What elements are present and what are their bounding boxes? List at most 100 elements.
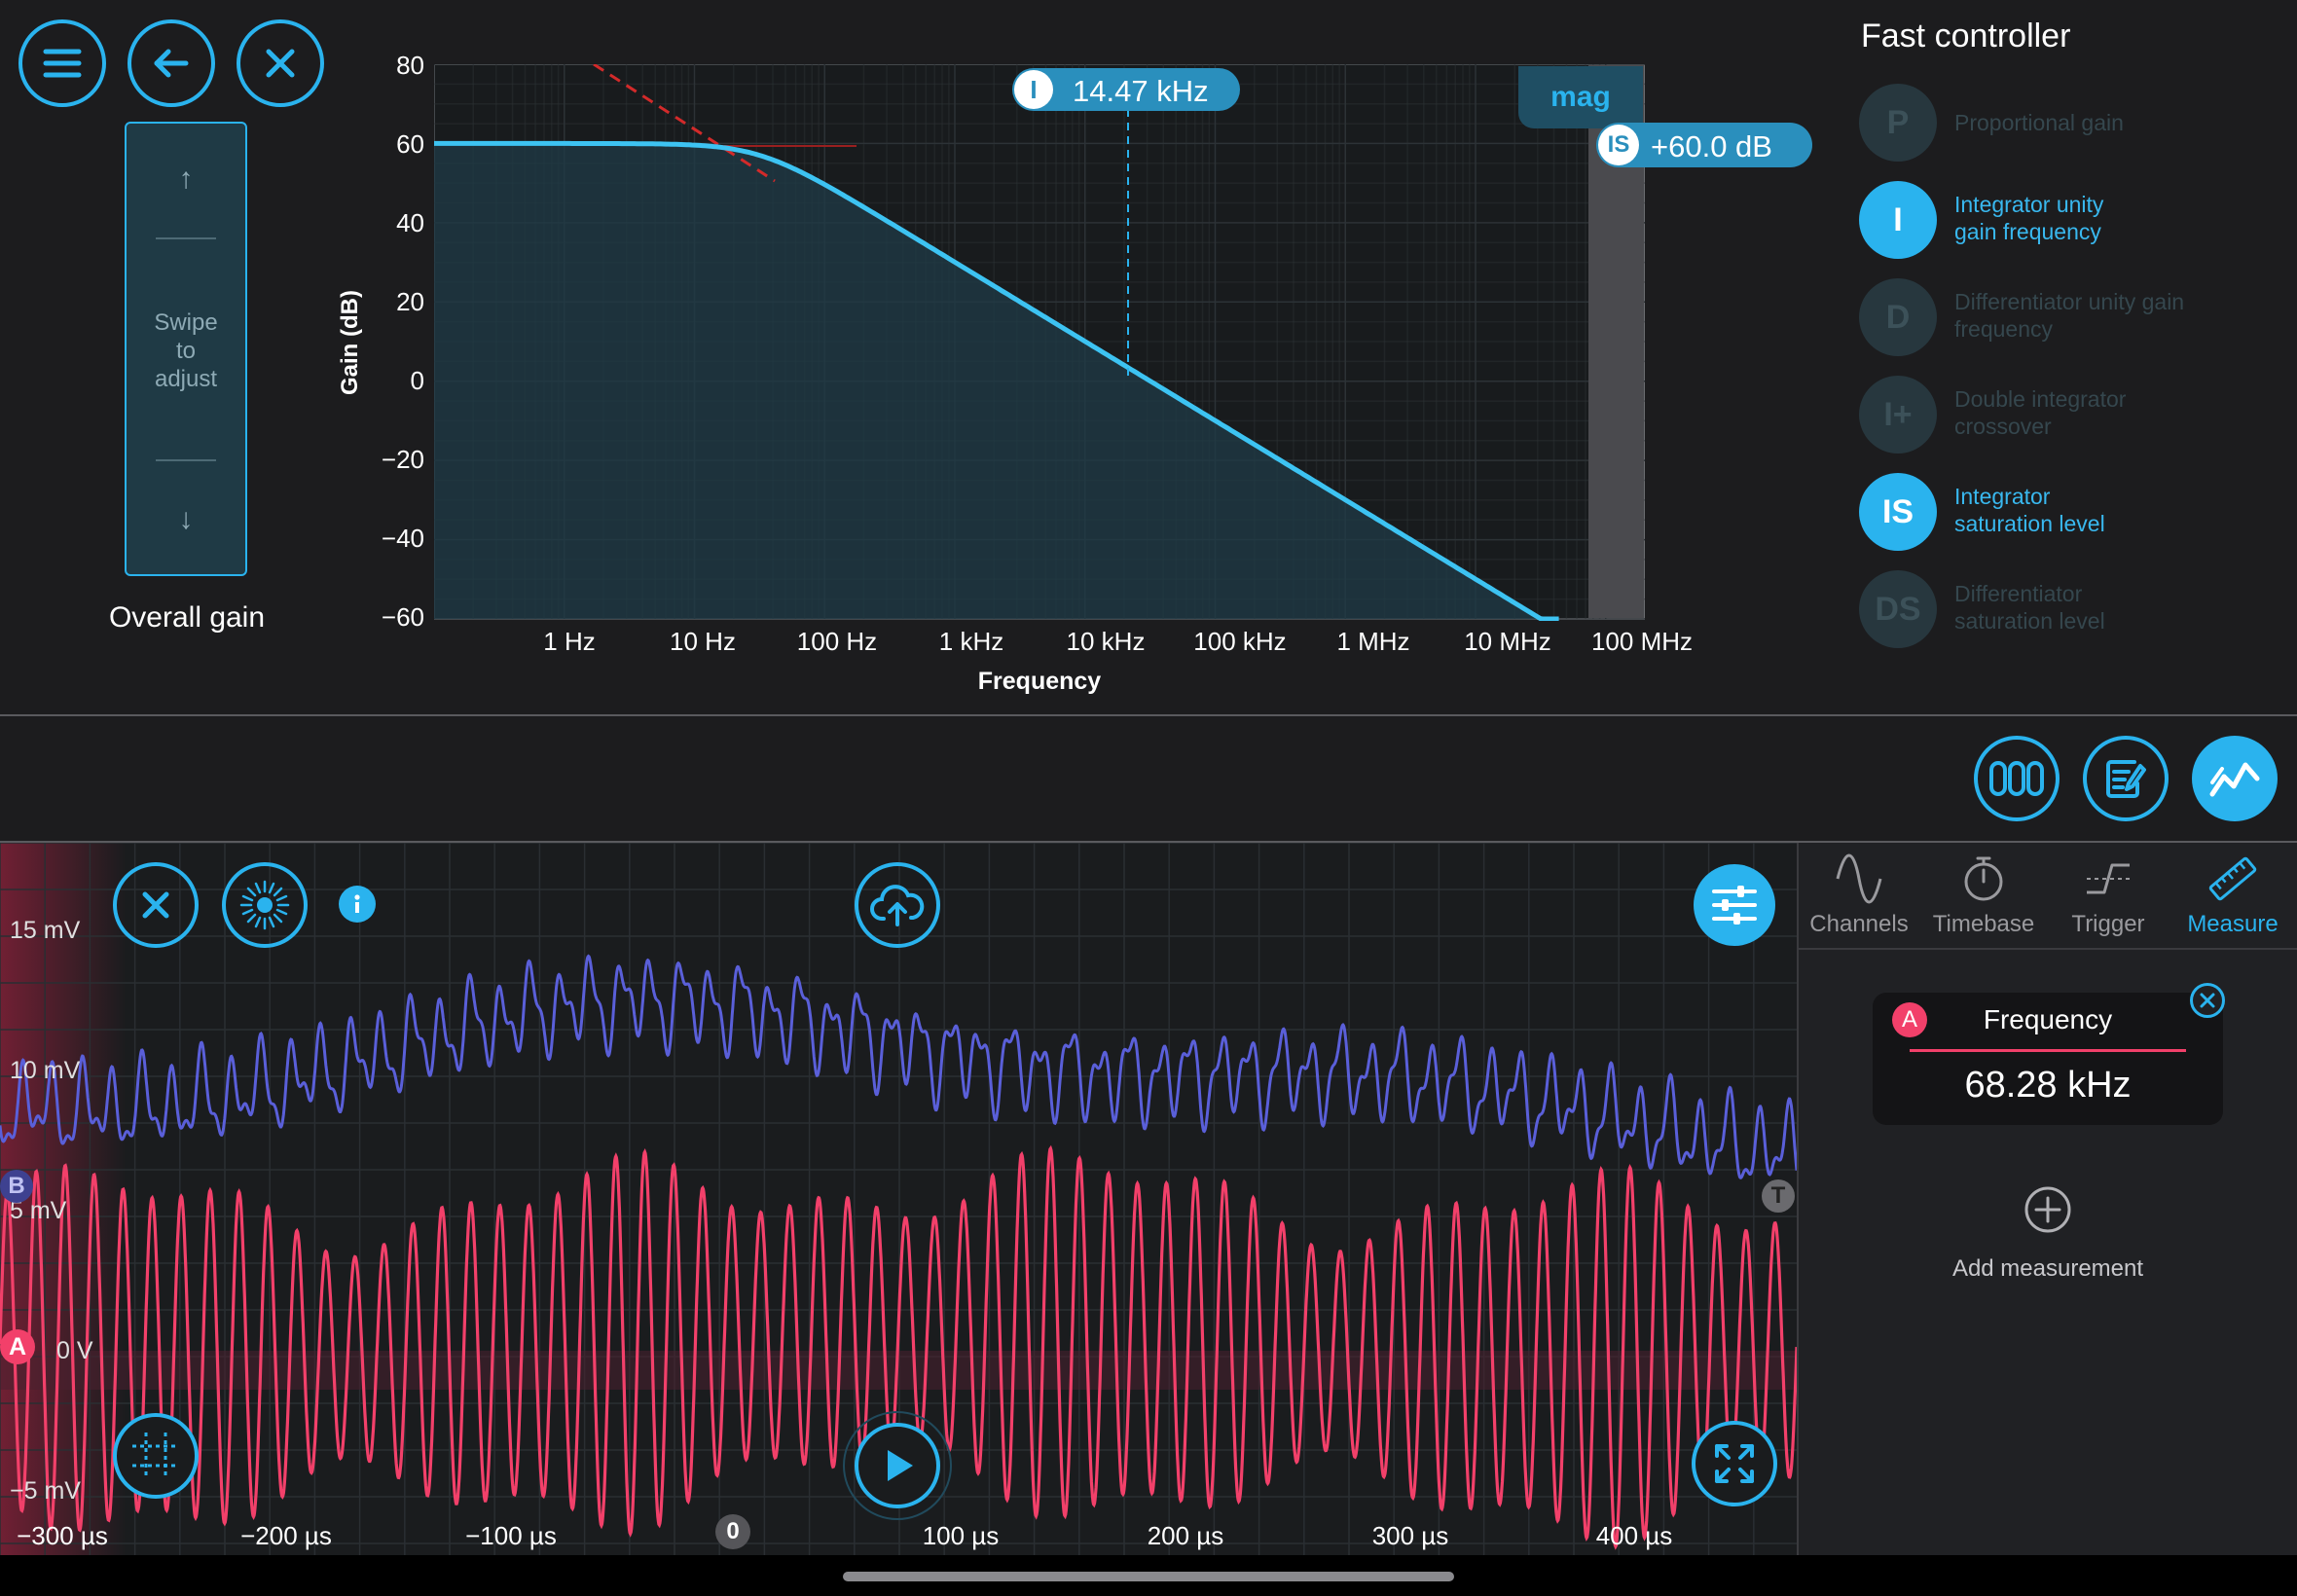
crosshair-grid-icon xyxy=(132,1433,179,1479)
y-tick: −20 xyxy=(381,445,424,474)
down-arrow-icon: ↓ xyxy=(178,503,194,535)
x-tick: 10 MHz xyxy=(1464,627,1551,656)
osc-x-tick: −100 µs xyxy=(465,1521,557,1550)
remove-measurement-button[interactable] xyxy=(2190,983,2225,1018)
three-panel-icon xyxy=(1989,761,2044,796)
upload-button[interactable] xyxy=(855,862,940,948)
controller-item-badge: P xyxy=(1859,84,1937,162)
time-zero-marker[interactable]: 0 xyxy=(715,1514,750,1549)
tab-trigger[interactable]: Trigger xyxy=(2046,847,2170,952)
integrator-marker-value: 14.47 kHz xyxy=(1073,74,1209,108)
controller-item-double-integrator[interactable]: I+ Double integrator crossover xyxy=(1859,376,2287,457)
controller-item-badge: D xyxy=(1859,278,1937,356)
chart-view-button[interactable] xyxy=(2192,736,2278,821)
osc-x-tick: 200 µs xyxy=(1147,1521,1224,1550)
y-tick: 60 xyxy=(396,129,424,159)
controller-item-badge: DS xyxy=(1859,570,1937,648)
line-chart-icon xyxy=(2209,762,2260,797)
osc-x-tick: −200 µs xyxy=(240,1521,332,1550)
controller-item-differentiator[interactable]: D Differentiator unity gain frequency xyxy=(1859,278,2287,360)
saturation-marker-badge: IS xyxy=(1598,125,1639,165)
controller-item-badge: IS xyxy=(1859,473,1937,551)
slider-divider-top xyxy=(156,237,216,239)
cursor-grid-button[interactable] xyxy=(113,1413,199,1499)
source-button[interactable] xyxy=(222,862,308,948)
x-tick: 10 Hz xyxy=(670,627,736,656)
cloud-upload-icon xyxy=(870,885,925,926)
info-button[interactable] xyxy=(339,886,376,923)
trigger-marker[interactable]: T xyxy=(1762,1179,1795,1213)
controller-item-badge: I xyxy=(1859,181,1937,259)
integrator-marker-badge: I xyxy=(1014,70,1053,109)
x-tick: 1 MHz xyxy=(1336,627,1410,656)
controller-panel: ↑ Swipe to adjust ↓ Overall gain Gain (d… xyxy=(0,0,2297,714)
y-tick: 80 xyxy=(396,51,424,80)
y-tick: −60 xyxy=(381,602,424,632)
saturation-marker[interactable]: IS +60.0 dB xyxy=(1596,123,1812,167)
close-icon xyxy=(142,891,169,919)
oscilloscope-view[interactable]: 15 mV 10 mV 5 mV 0 V −5 mV B A T xyxy=(0,843,1797,1555)
tab-label: Timebase xyxy=(1932,911,2035,937)
menu-button[interactable] xyxy=(18,19,106,107)
starburst-icon xyxy=(239,880,290,930)
x-tick: 100 MHz xyxy=(1590,627,1694,656)
controller-item-label: Differentiator saturation level xyxy=(1954,581,2105,634)
ruler-icon xyxy=(2208,856,2257,901)
channel-b-marker[interactable]: B xyxy=(0,1170,33,1203)
settings-sliders-button[interactable] xyxy=(1694,864,1775,946)
sliders-icon xyxy=(1712,886,1757,925)
stopwatch-icon xyxy=(1964,856,2003,901)
controller-item-proportional[interactable]: P Proportional gain xyxy=(1859,84,2287,165)
controller-item-integrator[interactable]: I Integrator unity gain frequency xyxy=(1859,181,2287,263)
run-stop-button[interactable] xyxy=(855,1423,940,1508)
notes-button[interactable] xyxy=(2083,736,2169,821)
channel-a-marker[interactable]: A xyxy=(0,1329,35,1364)
osc-x-tick: 100 µs xyxy=(922,1521,1000,1550)
run-button-halo xyxy=(843,1411,952,1520)
channel-b-trace xyxy=(0,954,1797,1179)
x-tick: 10 kHz xyxy=(1066,627,1146,656)
tab-measure[interactable]: Measure xyxy=(2170,847,2295,952)
x-tick: 1 Hz xyxy=(543,627,596,656)
tab-timebase[interactable]: Timebase xyxy=(1921,847,2046,952)
home-indicator[interactable] xyxy=(843,1572,1454,1581)
y-tick: −40 xyxy=(381,524,424,553)
integrator-marker[interactable]: I 14.47 kHz xyxy=(1012,68,1240,111)
controller-item-badge: I+ xyxy=(1859,376,1937,453)
add-measurement-label: Add measurement xyxy=(1951,1255,2144,1282)
mag-toggle[interactable]: mag xyxy=(1518,66,1643,128)
gain-area-fill xyxy=(434,143,1559,619)
channel-a-trace xyxy=(0,1144,1797,1550)
multi-instrument-button[interactable] xyxy=(1974,736,2060,821)
swipe-hint: Swipe to adjust xyxy=(154,309,218,392)
side-tabs-divider xyxy=(1799,948,2297,950)
tab-label: Measure xyxy=(2187,911,2279,937)
controller-item-label: Integrator saturation level xyxy=(1954,484,2105,536)
close-icon xyxy=(266,49,295,78)
gain-axis-label: Gain (dB) xyxy=(337,290,363,395)
add-measurement-button[interactable]: Add measurement xyxy=(1912,1185,2184,1287)
trigger-edge-icon xyxy=(2087,863,2130,894)
tab-channels[interactable]: Channels xyxy=(1797,847,1921,952)
osc-x-tick: 300 µs xyxy=(1371,1521,1449,1550)
overall-gain-slider[interactable]: ↑ Swipe to adjust ↓ xyxy=(125,122,247,576)
controller-item-differentiator-saturation[interactable]: DS Differentiator saturation level xyxy=(1859,570,2287,652)
panel-divider xyxy=(0,714,2297,716)
measurement-name: Frequency xyxy=(1983,1004,2113,1034)
controller-item-integrator-saturation[interactable]: IS Integrator saturation level xyxy=(1859,473,2287,555)
y-tick: 40 xyxy=(396,208,424,237)
close-button[interactable] xyxy=(237,19,324,107)
controller-item-label: Double integrator crossover xyxy=(1954,386,2127,439)
hamburger-menu-icon xyxy=(43,49,82,78)
back-button[interactable] xyxy=(128,19,215,107)
measurement-card[interactable]: A Frequency 68.28 kHz xyxy=(1873,993,2223,1125)
asymptote-high xyxy=(593,64,776,183)
bode-plot[interactable] xyxy=(434,64,1645,621)
osc-close-button[interactable] xyxy=(113,862,199,948)
fullscreen-button[interactable] xyxy=(1692,1421,1777,1506)
saturation-marker-value: +60.0 dB xyxy=(1651,129,1772,163)
instrument-divider xyxy=(0,841,2297,843)
measurement-underline xyxy=(1910,1049,2186,1052)
x-tick: 1 kHz xyxy=(938,627,1004,656)
y-tick: 20 xyxy=(396,287,424,316)
